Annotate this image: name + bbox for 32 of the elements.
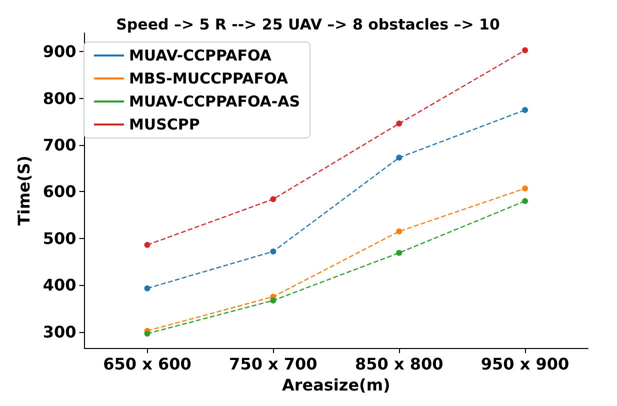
point xyxy=(144,330,150,337)
point xyxy=(270,248,276,254)
point xyxy=(270,297,276,304)
y-axis-title: Time(S) xyxy=(14,156,34,226)
point xyxy=(522,185,528,192)
point xyxy=(396,154,402,161)
x-axis-title: Areasize(m) xyxy=(282,376,390,394)
y-tick-label: 300 xyxy=(42,322,76,342)
point xyxy=(144,242,150,248)
legend-label: MUAV-CCPPAFOA-AS xyxy=(129,92,300,110)
x-tick-label: 850 x 800 xyxy=(354,354,444,374)
point xyxy=(522,198,528,204)
y-tick-label: 400 xyxy=(42,276,76,295)
y-tick-label: 700 xyxy=(42,136,76,155)
point xyxy=(270,196,276,202)
legend-label: MUSCPP xyxy=(129,116,200,134)
chart-title: Speed –> 5 R --> 25 UAV –> 8 obstacles –> 10 xyxy=(116,16,500,34)
y-tick-label: 600 xyxy=(42,182,76,202)
x-tick-label: 650 x 600 xyxy=(103,354,192,374)
point xyxy=(396,120,402,127)
point xyxy=(522,107,528,114)
legend-label: MBS-MUCCPPAFOA xyxy=(129,70,288,88)
point xyxy=(522,47,528,54)
x-tick-label: 750 x 700 xyxy=(229,354,318,374)
point xyxy=(144,285,150,292)
legend-label: MUAV-CCPPAFOA xyxy=(129,46,272,64)
y-tick-label: 500 xyxy=(42,228,76,248)
point xyxy=(396,228,402,234)
y-tick-label: 900 xyxy=(42,42,76,62)
y-tick-label: 800 xyxy=(42,88,76,108)
x-tick-label: 950 x 900 xyxy=(480,354,570,374)
point xyxy=(396,250,402,256)
